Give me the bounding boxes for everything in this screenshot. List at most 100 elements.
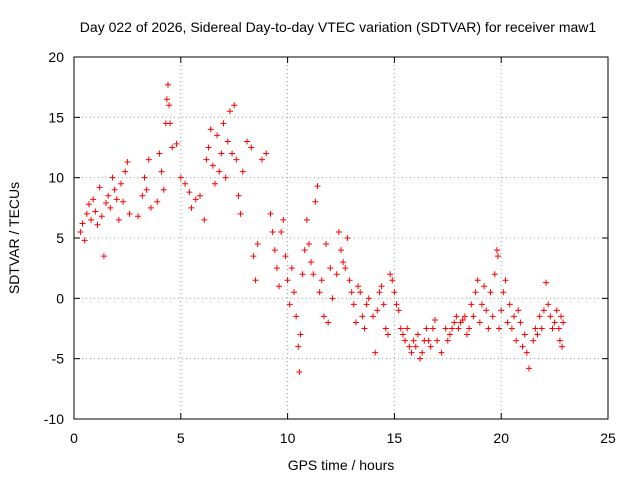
data-point <box>414 331 421 338</box>
data-point <box>551 319 558 326</box>
data-point <box>476 319 483 326</box>
data-point <box>406 343 413 350</box>
data-point <box>310 271 317 278</box>
data-point <box>103 200 110 207</box>
data-point <box>459 317 466 324</box>
data-point <box>481 283 488 290</box>
data-point <box>412 343 419 350</box>
data-point <box>88 216 95 223</box>
data-point <box>346 277 353 284</box>
y-tick-label: 5 <box>56 230 64 246</box>
data-point <box>235 192 242 199</box>
data-point <box>419 349 426 356</box>
data-point <box>468 301 475 308</box>
data-point <box>444 337 451 344</box>
data-point <box>120 198 127 205</box>
data-point <box>271 247 278 254</box>
data-point <box>513 337 520 344</box>
data-point <box>532 325 539 332</box>
data-point <box>233 156 240 163</box>
x-tick-label: 10 <box>280 430 296 446</box>
data-point <box>293 313 300 320</box>
data-point <box>517 319 524 326</box>
data-point <box>301 247 308 254</box>
data-point <box>284 277 291 284</box>
data-point <box>141 174 148 181</box>
data-point <box>226 108 233 115</box>
data-point <box>549 325 556 332</box>
data-point <box>350 301 357 308</box>
data-point <box>547 313 554 320</box>
data-point <box>224 138 231 145</box>
data-point <box>100 253 107 260</box>
data-point <box>384 331 391 338</box>
grid-lines <box>74 57 608 419</box>
data-point <box>329 295 336 302</box>
data-point <box>429 325 436 332</box>
data-point <box>466 325 473 332</box>
data-point <box>361 325 368 332</box>
y-tick-label: 15 <box>48 109 64 125</box>
data-point <box>318 277 325 284</box>
data-point <box>166 102 173 109</box>
data-point <box>359 313 366 320</box>
data-point <box>312 198 319 205</box>
data-point <box>244 138 251 145</box>
data-point <box>560 319 567 326</box>
data-point <box>126 210 133 217</box>
x-tick-label: 5 <box>177 430 185 446</box>
data-point <box>107 204 114 211</box>
data-point <box>314 183 321 190</box>
data-point <box>363 301 370 308</box>
data-point <box>188 204 195 211</box>
data-point <box>173 140 180 147</box>
x-tick-label: 0 <box>70 430 78 446</box>
data-point <box>197 192 204 199</box>
y-tick-label: 20 <box>48 49 64 65</box>
data-point <box>370 313 377 320</box>
data-point <box>374 307 381 314</box>
data-point <box>489 313 496 320</box>
data-point <box>404 325 411 332</box>
data-point <box>291 289 298 296</box>
data-point <box>402 337 409 344</box>
data-point <box>487 289 494 296</box>
x-axis-label: GPS time / hours <box>288 457 395 473</box>
data-point <box>555 325 562 332</box>
data-point <box>288 265 295 272</box>
data-point <box>344 235 351 241</box>
data-point <box>474 277 481 284</box>
data-point <box>83 210 90 217</box>
data-point <box>207 126 214 133</box>
data-point <box>278 228 285 235</box>
data-point <box>434 337 441 344</box>
data-point <box>263 150 270 157</box>
data-point <box>545 301 552 308</box>
data-point <box>372 349 379 356</box>
data-point <box>483 307 490 314</box>
data-point <box>478 301 485 308</box>
data-point <box>446 331 453 338</box>
data-point <box>511 313 518 320</box>
data-point <box>115 216 122 223</box>
data-point <box>521 331 528 338</box>
data-point <box>182 180 189 187</box>
data-point <box>352 319 359 326</box>
y-tick-label: 0 <box>56 290 64 306</box>
data-point <box>340 259 347 266</box>
data-point <box>338 247 344 254</box>
data-point <box>491 271 498 278</box>
data-point <box>218 150 225 157</box>
y-tick-label: -10 <box>44 411 64 427</box>
data-point <box>408 349 415 356</box>
data-point <box>158 168 165 175</box>
data-point <box>538 325 545 332</box>
data-point <box>295 343 302 350</box>
data-point <box>472 289 479 296</box>
data-point <box>461 313 468 320</box>
data-point <box>427 343 434 350</box>
data-point <box>308 259 315 266</box>
data-point <box>201 216 208 223</box>
data-point <box>205 144 212 151</box>
data-point <box>342 265 349 272</box>
